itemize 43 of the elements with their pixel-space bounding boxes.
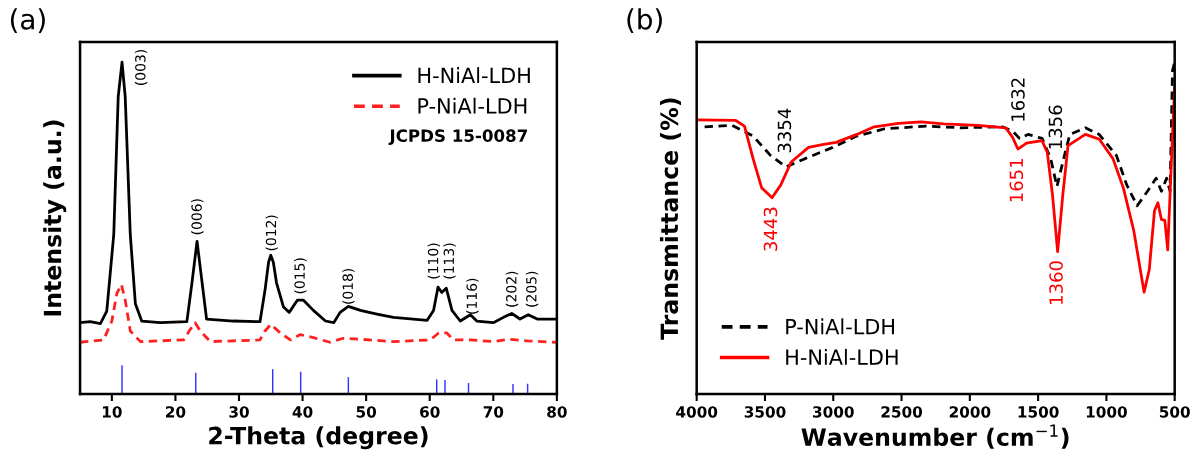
x-tick-label: 1500 <box>1018 406 1059 418</box>
annotation: 1360 <box>1049 261 1063 304</box>
legend-label: H-NiAl-LDH <box>418 67 530 83</box>
x-tick-label: 500 <box>1159 406 1190 418</box>
annotation: 3443 <box>763 207 778 251</box>
annotation: (012) <box>265 215 278 251</box>
annotation: 3354 <box>777 108 792 153</box>
x-tick-label: 3500 <box>744 406 786 418</box>
legend-label: H-NiAl-LDH <box>786 348 898 365</box>
chart-title: (b) <box>627 8 662 33</box>
x-tick-label: 10 <box>102 406 122 418</box>
x-tick-label: 3000 <box>813 406 854 418</box>
x-tick-label: 4000 <box>676 406 718 418</box>
annotation: (116) <box>466 278 479 314</box>
x-tick-label: 30 <box>229 406 249 418</box>
x-tick-label: 40 <box>292 406 313 418</box>
annotation: (015) <box>294 258 307 294</box>
x-tick-label: 70 <box>483 406 504 418</box>
x-tick-label: 2000 <box>949 406 991 418</box>
annotation: (110) <box>427 243 440 279</box>
legend-label: P-NiAl-LDH <box>418 97 527 114</box>
annotation: JCPDS 15-0087 <box>388 129 527 146</box>
annotation: (006) <box>191 199 204 235</box>
x-axis-title: 2-Theta (degree) <box>209 426 428 450</box>
annotation: 1632 <box>1011 78 1025 121</box>
x-tick-label: 1000 <box>1086 406 1127 418</box>
y-axis-title: Transmittance (%) <box>659 98 681 340</box>
chart-title: (a) <box>10 8 45 33</box>
legend-label: P-NiAl-LDH <box>786 318 894 335</box>
x-tick-label: 2500 <box>881 406 923 418</box>
annotation: (018) <box>342 268 355 304</box>
annotation: (202) <box>505 271 519 307</box>
x-tick-label: 60 <box>420 406 440 418</box>
x-tick-label: 80 <box>547 406 567 418</box>
y-axis-title: Intensity (a.u.) <box>43 120 67 316</box>
annotation: (113) <box>443 243 456 279</box>
annotation: 1651 <box>1009 159 1024 202</box>
annotation: (003) <box>134 49 148 85</box>
x-tick-label: 50 <box>356 406 377 418</box>
annotation: (205) <box>525 271 539 307</box>
annotation: 1356 <box>1048 105 1063 149</box>
x-axis-title: Wavenumber (cm$^{−1}$) <box>801 424 1069 449</box>
x-tick-label: 20 <box>166 406 186 418</box>
